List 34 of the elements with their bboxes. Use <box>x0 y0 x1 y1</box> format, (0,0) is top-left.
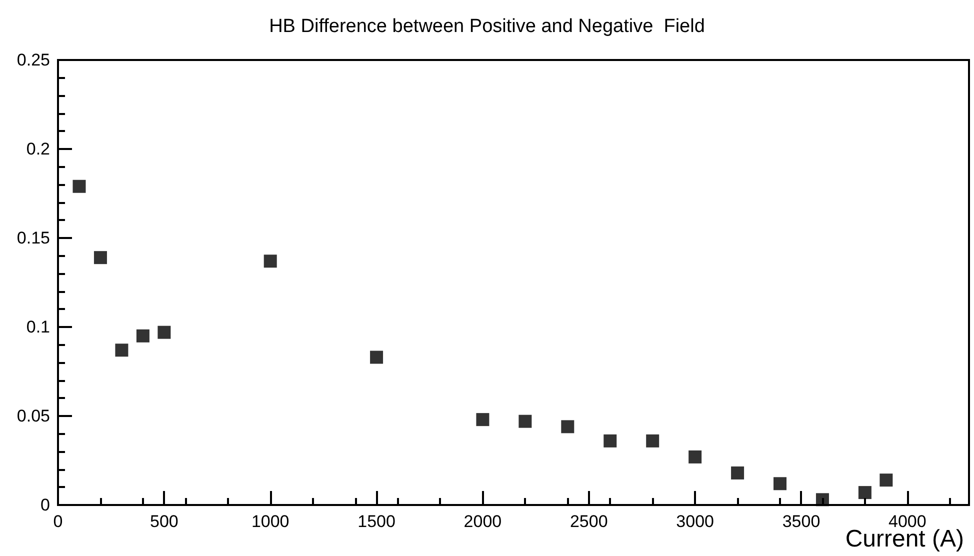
y-tick-label: 0 <box>40 496 50 514</box>
point <box>774 477 787 490</box>
point <box>688 450 702 464</box>
x-tick-label: 1500 <box>358 512 396 531</box>
chart-title: HB Difference between Positive and Negative Field <box>269 16 705 37</box>
point <box>880 474 893 487</box>
y-tick-label: 0.25 <box>16 50 50 70</box>
y-tick-label: 0.15 <box>16 228 50 248</box>
x-tick-label: 4000 <box>888 512 926 531</box>
point <box>136 329 150 342</box>
point <box>72 180 86 193</box>
point <box>731 466 744 480</box>
y-tick-label: 0.1 <box>26 318 50 336</box>
point <box>604 434 617 448</box>
point <box>646 434 660 448</box>
x-tick-label: 2000 <box>464 512 502 531</box>
y-tick-label: 0.05 <box>16 406 50 426</box>
point <box>518 414 532 428</box>
x-tick-label: 3500 <box>782 512 820 531</box>
point <box>561 420 574 434</box>
point <box>115 344 128 357</box>
point <box>476 413 490 426</box>
x-tick-label: 0 <box>53 512 63 531</box>
x-tick-label: 1000 <box>251 512 290 531</box>
point <box>816 493 829 506</box>
x-tick-label: 2500 <box>570 512 608 531</box>
point <box>94 251 107 264</box>
x-tick-label: 500 <box>150 512 178 531</box>
point <box>370 350 384 364</box>
point <box>158 326 171 339</box>
y-tick-label: 0.2 <box>26 140 50 158</box>
x-tick-label: 3000 <box>676 512 714 531</box>
point <box>858 486 872 500</box>
point <box>264 254 277 268</box>
